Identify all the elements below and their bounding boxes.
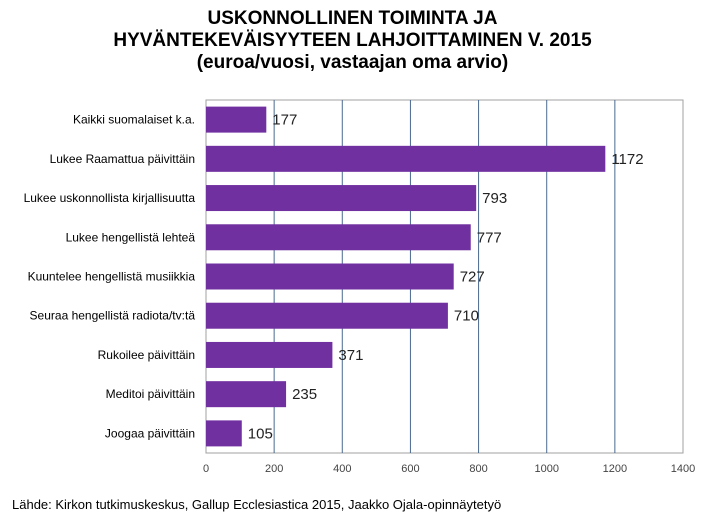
value-label: 371 — [338, 347, 363, 364]
value-label: 235 — [292, 386, 317, 403]
category-label: Seuraa hengellistä radiota/tv:tä — [30, 309, 196, 323]
category-label: Kaikki suomalaiset k.a. — [73, 113, 195, 127]
bar — [206, 302, 448, 329]
x-tick-label: 600 — [401, 463, 419, 475]
bar — [206, 224, 471, 251]
chart-title-line-1: USKONNOLLINEN TOIMINTA JA — [207, 8, 498, 29]
bar — [206, 381, 287, 408]
category-label: Joogaa päivittäin — [105, 426, 195, 440]
bar — [206, 263, 454, 290]
category-label: Lukee Raamattua päivittäin — [50, 152, 195, 166]
x-tick-label: 1400 — [671, 463, 695, 475]
category-label: Rukoilee päivittäin — [98, 348, 195, 362]
bar — [206, 145, 606, 172]
chart-title: USKONNOLLINEN TOIMINTA JA HYVÄNTEKEVÄISY… — [0, 8, 705, 74]
source-note: Lähde: Kirkon tutkimuskeskus, Gallup Ecc… — [12, 497, 502, 512]
chart-title-line-2: HYVÄNTEKEVÄISYYTEEN LAHJOITTAMINEN V. 20… — [113, 30, 592, 51]
value-label: 105 — [248, 425, 273, 442]
category-label: Lukee uskonnollista kirjallisuutta — [24, 191, 196, 205]
category-label: Kuuntelee hengellistä musiikkia — [28, 270, 196, 284]
value-label: 1172 — [611, 151, 643, 168]
x-tick-label: 800 — [469, 463, 487, 475]
category-label: Meditoi päivittäin — [106, 387, 195, 401]
x-tick-label: 1200 — [603, 463, 627, 475]
bar — [206, 420, 242, 447]
chart-title-line-3: (euroa/vuosi, vastaajan oma arvio) — [196, 52, 509, 73]
x-tick-label: 400 — [333, 463, 351, 475]
x-tick-label: 0 — [203, 463, 209, 475]
x-tick-label: 1000 — [534, 463, 558, 475]
bar — [206, 106, 267, 133]
bar — [206, 341, 333, 368]
x-tick-label: 200 — [265, 463, 283, 475]
value-label: 777 — [477, 229, 502, 246]
value-label: 793 — [482, 190, 507, 207]
value-label: 710 — [454, 308, 479, 325]
bar-layer — [206, 106, 606, 447]
label-layer: 0 200 400 600 800 1000 1200 1400 Kaikki suomalai… — [24, 112, 696, 475]
category-label: Lukee hengellistä lehteä — [66, 230, 196, 244]
value-label: 727 — [460, 269, 485, 286]
value-label: 177 — [272, 112, 297, 129]
bar — [206, 185, 477, 212]
